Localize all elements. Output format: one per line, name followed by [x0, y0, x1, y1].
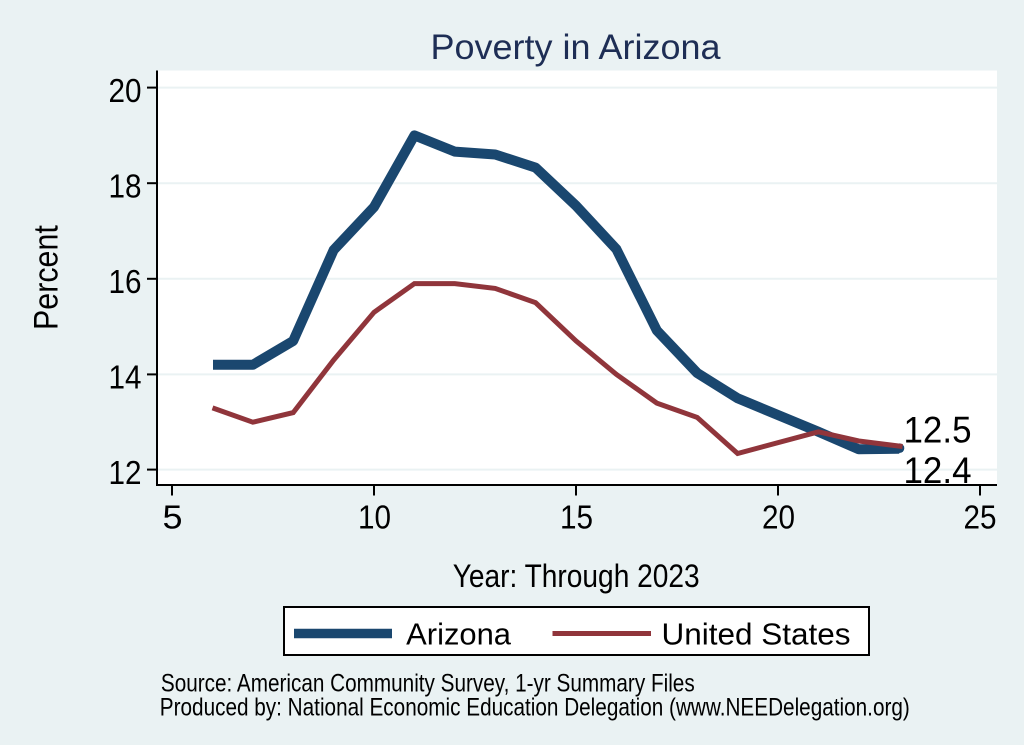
svg-text:United States: United States	[662, 616, 851, 651]
svg-text:18: 18	[109, 168, 142, 206]
svg-text:Poverty in Arizona: Poverty in Arizona	[431, 27, 721, 67]
svg-text:10: 10	[358, 498, 391, 536]
svg-text:12.5: 12.5	[904, 410, 972, 451]
svg-text:20: 20	[109, 72, 142, 110]
svg-text:15: 15	[560, 498, 593, 536]
svg-text:Source: American Community Sur: Source: American Community Survey, 1-yr …	[161, 670, 695, 698]
svg-text:20: 20	[762, 498, 795, 536]
svg-text:Arizona: Arizona	[406, 616, 512, 651]
svg-text:Percent: Percent	[28, 225, 66, 330]
svg-text:Year: Through 2023: Year: Through 2023	[453, 558, 700, 594]
svg-text:12.4: 12.4	[904, 450, 972, 491]
svg-text:16: 16	[109, 263, 142, 301]
svg-text:14: 14	[109, 359, 142, 397]
svg-text:12: 12	[109, 454, 142, 492]
svg-text:Produced by: National Economic: Produced by: National Economic Education…	[160, 693, 910, 721]
svg-text:25: 25	[964, 498, 997, 536]
svg-text:5: 5	[163, 498, 183, 536]
